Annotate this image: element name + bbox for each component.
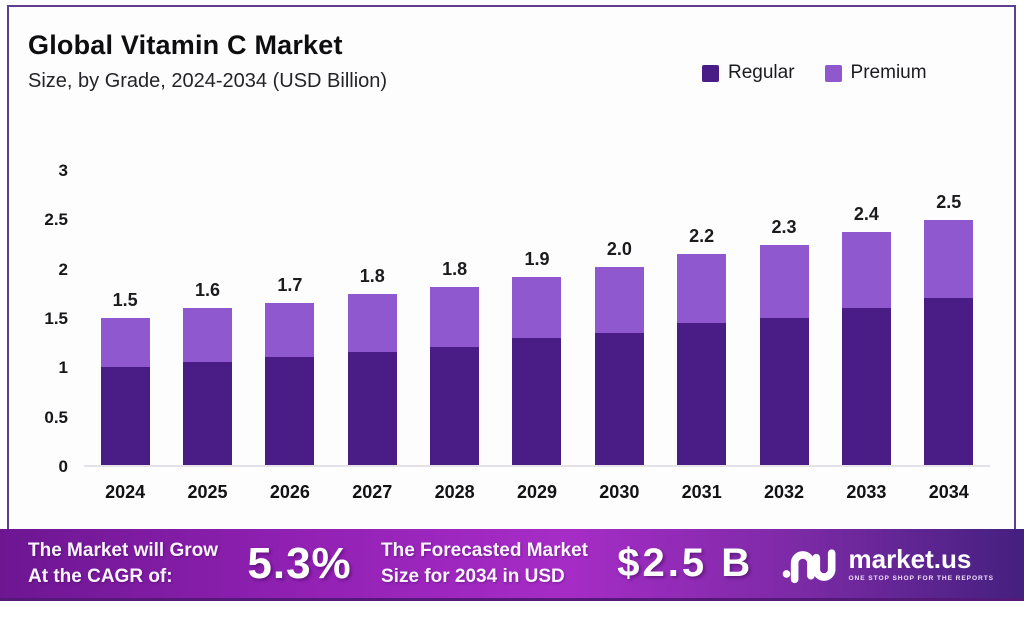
bar-segment-premium [924, 220, 974, 299]
y-tick-label: 2.5 [44, 210, 68, 230]
y-tick-label: 0 [58, 457, 68, 476]
y-tick-label: 2 [58, 259, 68, 279]
y-tick-label: 3 [58, 161, 68, 180]
forecast-value: $2.5 B [617, 541, 754, 585]
bar-segment-regular [512, 337, 562, 465]
bar-segment-premium [183, 308, 233, 363]
brand-name: market.us [848, 543, 972, 574]
x-tick-label: 2029 [516, 482, 557, 502]
bar-segment-premium [100, 318, 150, 367]
bar-group-2031: 2.2 2031 [677, 171, 727, 502]
bar-group-2034: 2.5 2034 [924, 171, 974, 502]
page-subtitle: Size, by Grade, 2024-2034 (USD Billion) [28, 70, 388, 92]
bar-segment-premium [512, 276, 562, 338]
bar-segment-regular [759, 318, 809, 465]
cagr-label-line1: The Market will Grow [28, 540, 219, 562]
x-tick-label: 2024 [105, 482, 146, 502]
bar-total-label: 2.3 [771, 216, 797, 237]
bar-segment-regular [841, 308, 891, 465]
bar-segment-premium [430, 286, 480, 348]
x-tick-label: 2027 [352, 482, 393, 502]
cagr-value: 5.3% [247, 538, 352, 588]
bar-group-2030: 2.0 2030 [594, 171, 644, 502]
bar-chart-plot: 1.5 2024 1.6 2025 1.7 2026 1.8 2027 1.8 2028 1.9 20… [84, 171, 990, 502]
bar-segment-regular [924, 298, 974, 465]
legend-item-premium: Premium [824, 62, 927, 84]
legend-label: Regular [728, 62, 795, 83]
bar-total-label: 2.4 [853, 203, 879, 224]
x-tick-label: 2032 [764, 482, 805, 502]
brand-text: market.us ONE STOP SHOP FOR THE REPORTS [848, 546, 994, 582]
bar-total-label: 2.5 [936, 192, 962, 213]
x-tick-label: 2034 [928, 482, 969, 502]
bar-group-2032: 2.3 2032 [759, 171, 809, 502]
y-tick-label: 1 [58, 358, 68, 378]
bar-group-2029: 1.9 2029 [512, 171, 562, 502]
legend: Regular Premium [702, 62, 927, 84]
bar-group-2027: 1.8 2027 [347, 171, 397, 502]
bar-total-label: 1.6 [195, 280, 221, 301]
bar-group-2024: 1.5 2024 [100, 171, 150, 502]
forecast-label-line1: The Forecasted Market [381, 540, 588, 562]
bar-segment-premium [594, 267, 644, 333]
bar-segment-regular [677, 322, 727, 465]
legend-item-regular: Regular [702, 62, 795, 84]
x-tick-label: 2031 [681, 482, 722, 502]
x-tick-label: 2030 [599, 482, 640, 502]
y-tick-label: 0.5 [44, 407, 68, 427]
cagr-label: The Market will Grow At the CAGR of: [28, 538, 218, 588]
bar-segment-premium [759, 244, 809, 318]
x-tick-label: 2026 [269, 482, 310, 502]
bar-segment-regular [430, 347, 480, 465]
bar-total-label: 2.0 [606, 239, 632, 260]
brand-tagline: ONE STOP SHOP FOR THE REPORTS [848, 574, 994, 582]
bar-segment-premium [841, 231, 891, 309]
cagr-label-line2: At the CAGR of: [28, 565, 173, 587]
bar-total-label: 1.5 [112, 290, 138, 310]
bar-segment-regular [594, 332, 644, 465]
x-tick-label: 2033 [846, 482, 887, 502]
bar-segment-premium [347, 293, 397, 353]
bar-total-label: 1.9 [524, 248, 550, 269]
bar-group-2033: 2.4 2033 [841, 171, 891, 502]
footer-banner: The Market will Grow At the CAGR of: 5.3… [0, 529, 1024, 601]
bar-segment-regular [347, 352, 397, 465]
page-title: Global Vitamin C Market [28, 30, 343, 60]
bar-segment-regular [100, 367, 150, 465]
bar-total-label: 1.7 [277, 275, 303, 296]
bar-total-label: 2.2 [689, 226, 715, 247]
bar-total-label: 1.8 [359, 265, 385, 286]
bar-total-label: 1.8 [442, 258, 468, 279]
bar-segment-premium [265, 303, 315, 358]
bar-segment-premium [677, 254, 727, 323]
regular-swatch-icon [702, 64, 719, 82]
bar-group-2028: 1.8 2028 [430, 171, 480, 502]
bar-group-2025: 1.6 2025 [183, 171, 233, 502]
bar-segment-regular [183, 362, 233, 465]
y-tick-label: 1.5 [44, 309, 68, 328]
forecast-label: The Forecasted Market Size for 2034 in U… [381, 538, 588, 588]
x-tick-label: 2028 [434, 482, 475, 502]
bar-segment-regular [265, 357, 315, 465]
premium-swatch-icon [824, 64, 842, 82]
x-tick-label: 2025 [187, 482, 228, 502]
forecast-label-line2: Size for 2034 in USD [381, 565, 565, 587]
brand-logo: market.us ONE STOP SHOP FOR THE REPORTS [782, 542, 994, 586]
legend-label: Premium [850, 62, 927, 83]
marketus-logo-icon [783, 548, 836, 583]
bar-group-2026: 1.7 2026 [265, 171, 315, 502]
